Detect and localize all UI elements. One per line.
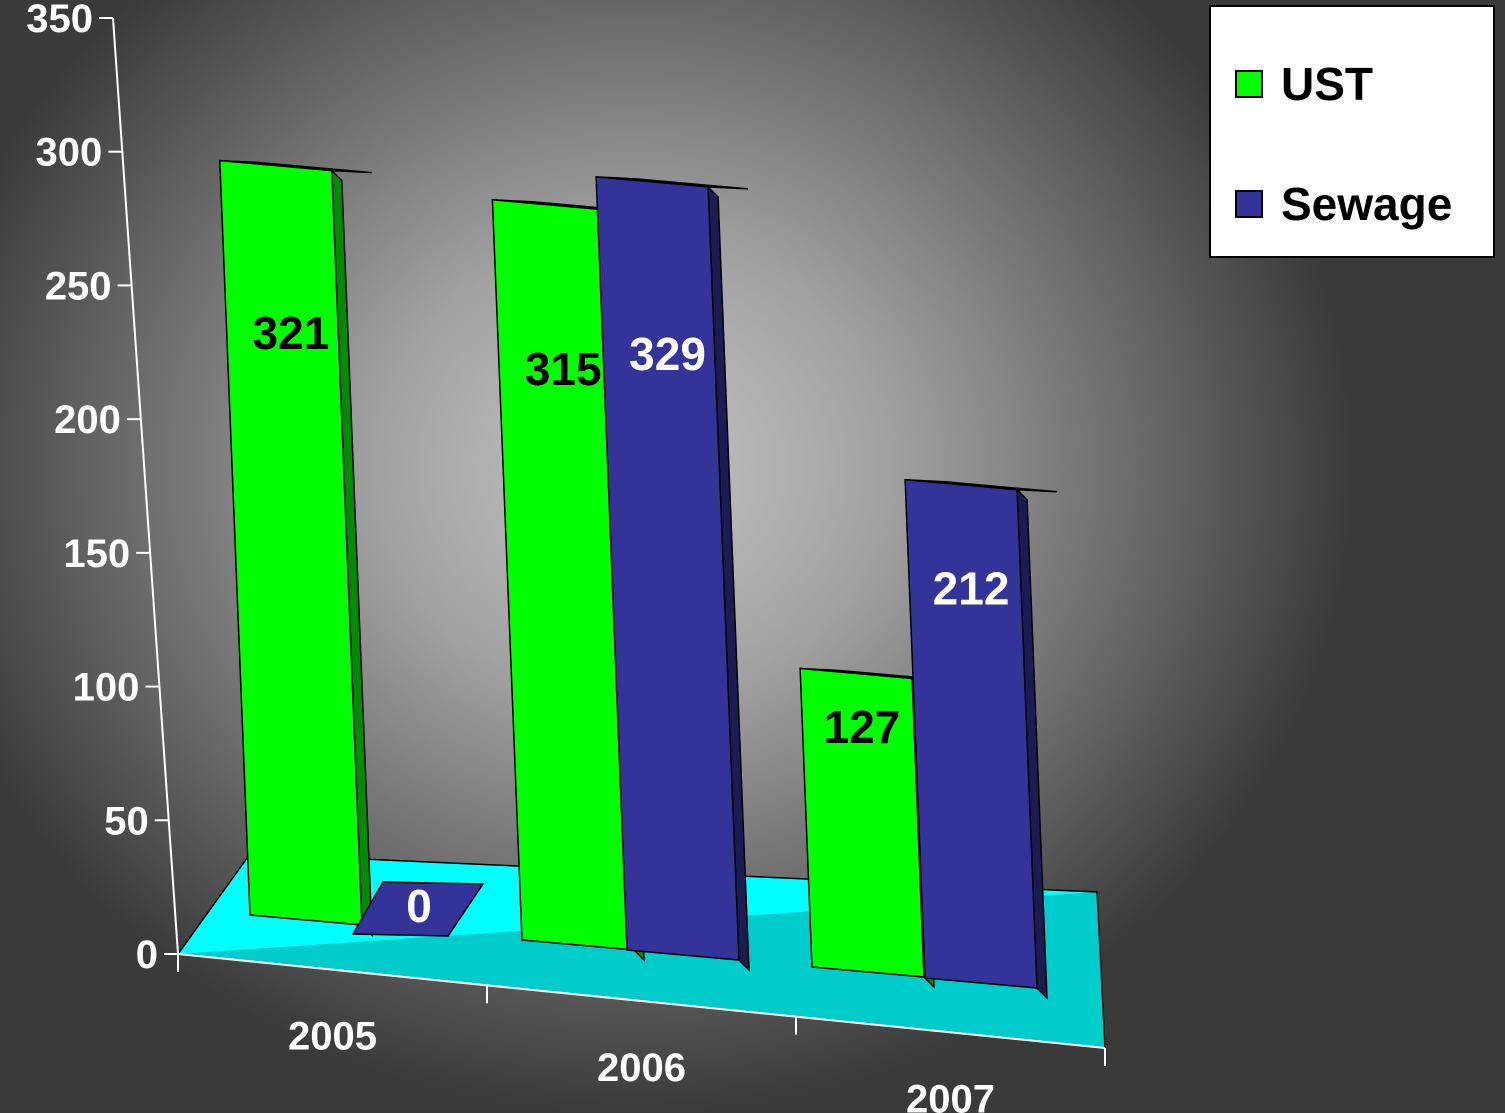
x-tick-label: 2005 [288,1015,377,1059]
y-tick-label: 100 [73,666,140,710]
data-label: 212 [933,562,1010,614]
bar [219,159,363,926]
y-tick-label: 0 [136,933,158,977]
data-label: 329 [629,328,706,380]
data-label: 315 [525,343,602,395]
legend-label-sewage: Sewage [1281,178,1453,230]
y-tick-label: 350 [26,0,93,41]
x-tick-label: 2006 [597,1046,686,1090]
legend-item-sewage: Sewage [1235,177,1452,231]
y-axis-line [112,17,179,955]
x-tick-label: 2007 [906,1077,995,1113]
bar [595,176,740,961]
bar [799,667,925,978]
legend-swatch-ust [1235,70,1263,98]
legend-label-ust: UST [1281,58,1373,110]
bar [351,881,485,937]
chart-legend: UST Sewage [1209,5,1495,258]
bar [904,478,1038,989]
data-label: 127 [824,701,901,753]
y-tick-label: 250 [45,264,112,308]
x-axis-line [177,953,1106,1049]
data-labels: 321 0 315 329 127 212 [253,307,1010,932]
axes: 0 50 100 150 200 250 300 350 2005 2006 2007 [26,0,1106,1113]
y-tick-label: 300 [36,131,103,175]
y-tick-label: 50 [104,799,149,843]
data-label: 0 [406,880,432,932]
bars [219,159,1058,1000]
legend-item-ust: UST [1235,57,1373,111]
y-tick-label: 150 [63,532,130,576]
legend-swatch-sewage [1235,190,1263,218]
y-tick-label: 200 [54,398,121,442]
data-label: 321 [253,307,330,359]
